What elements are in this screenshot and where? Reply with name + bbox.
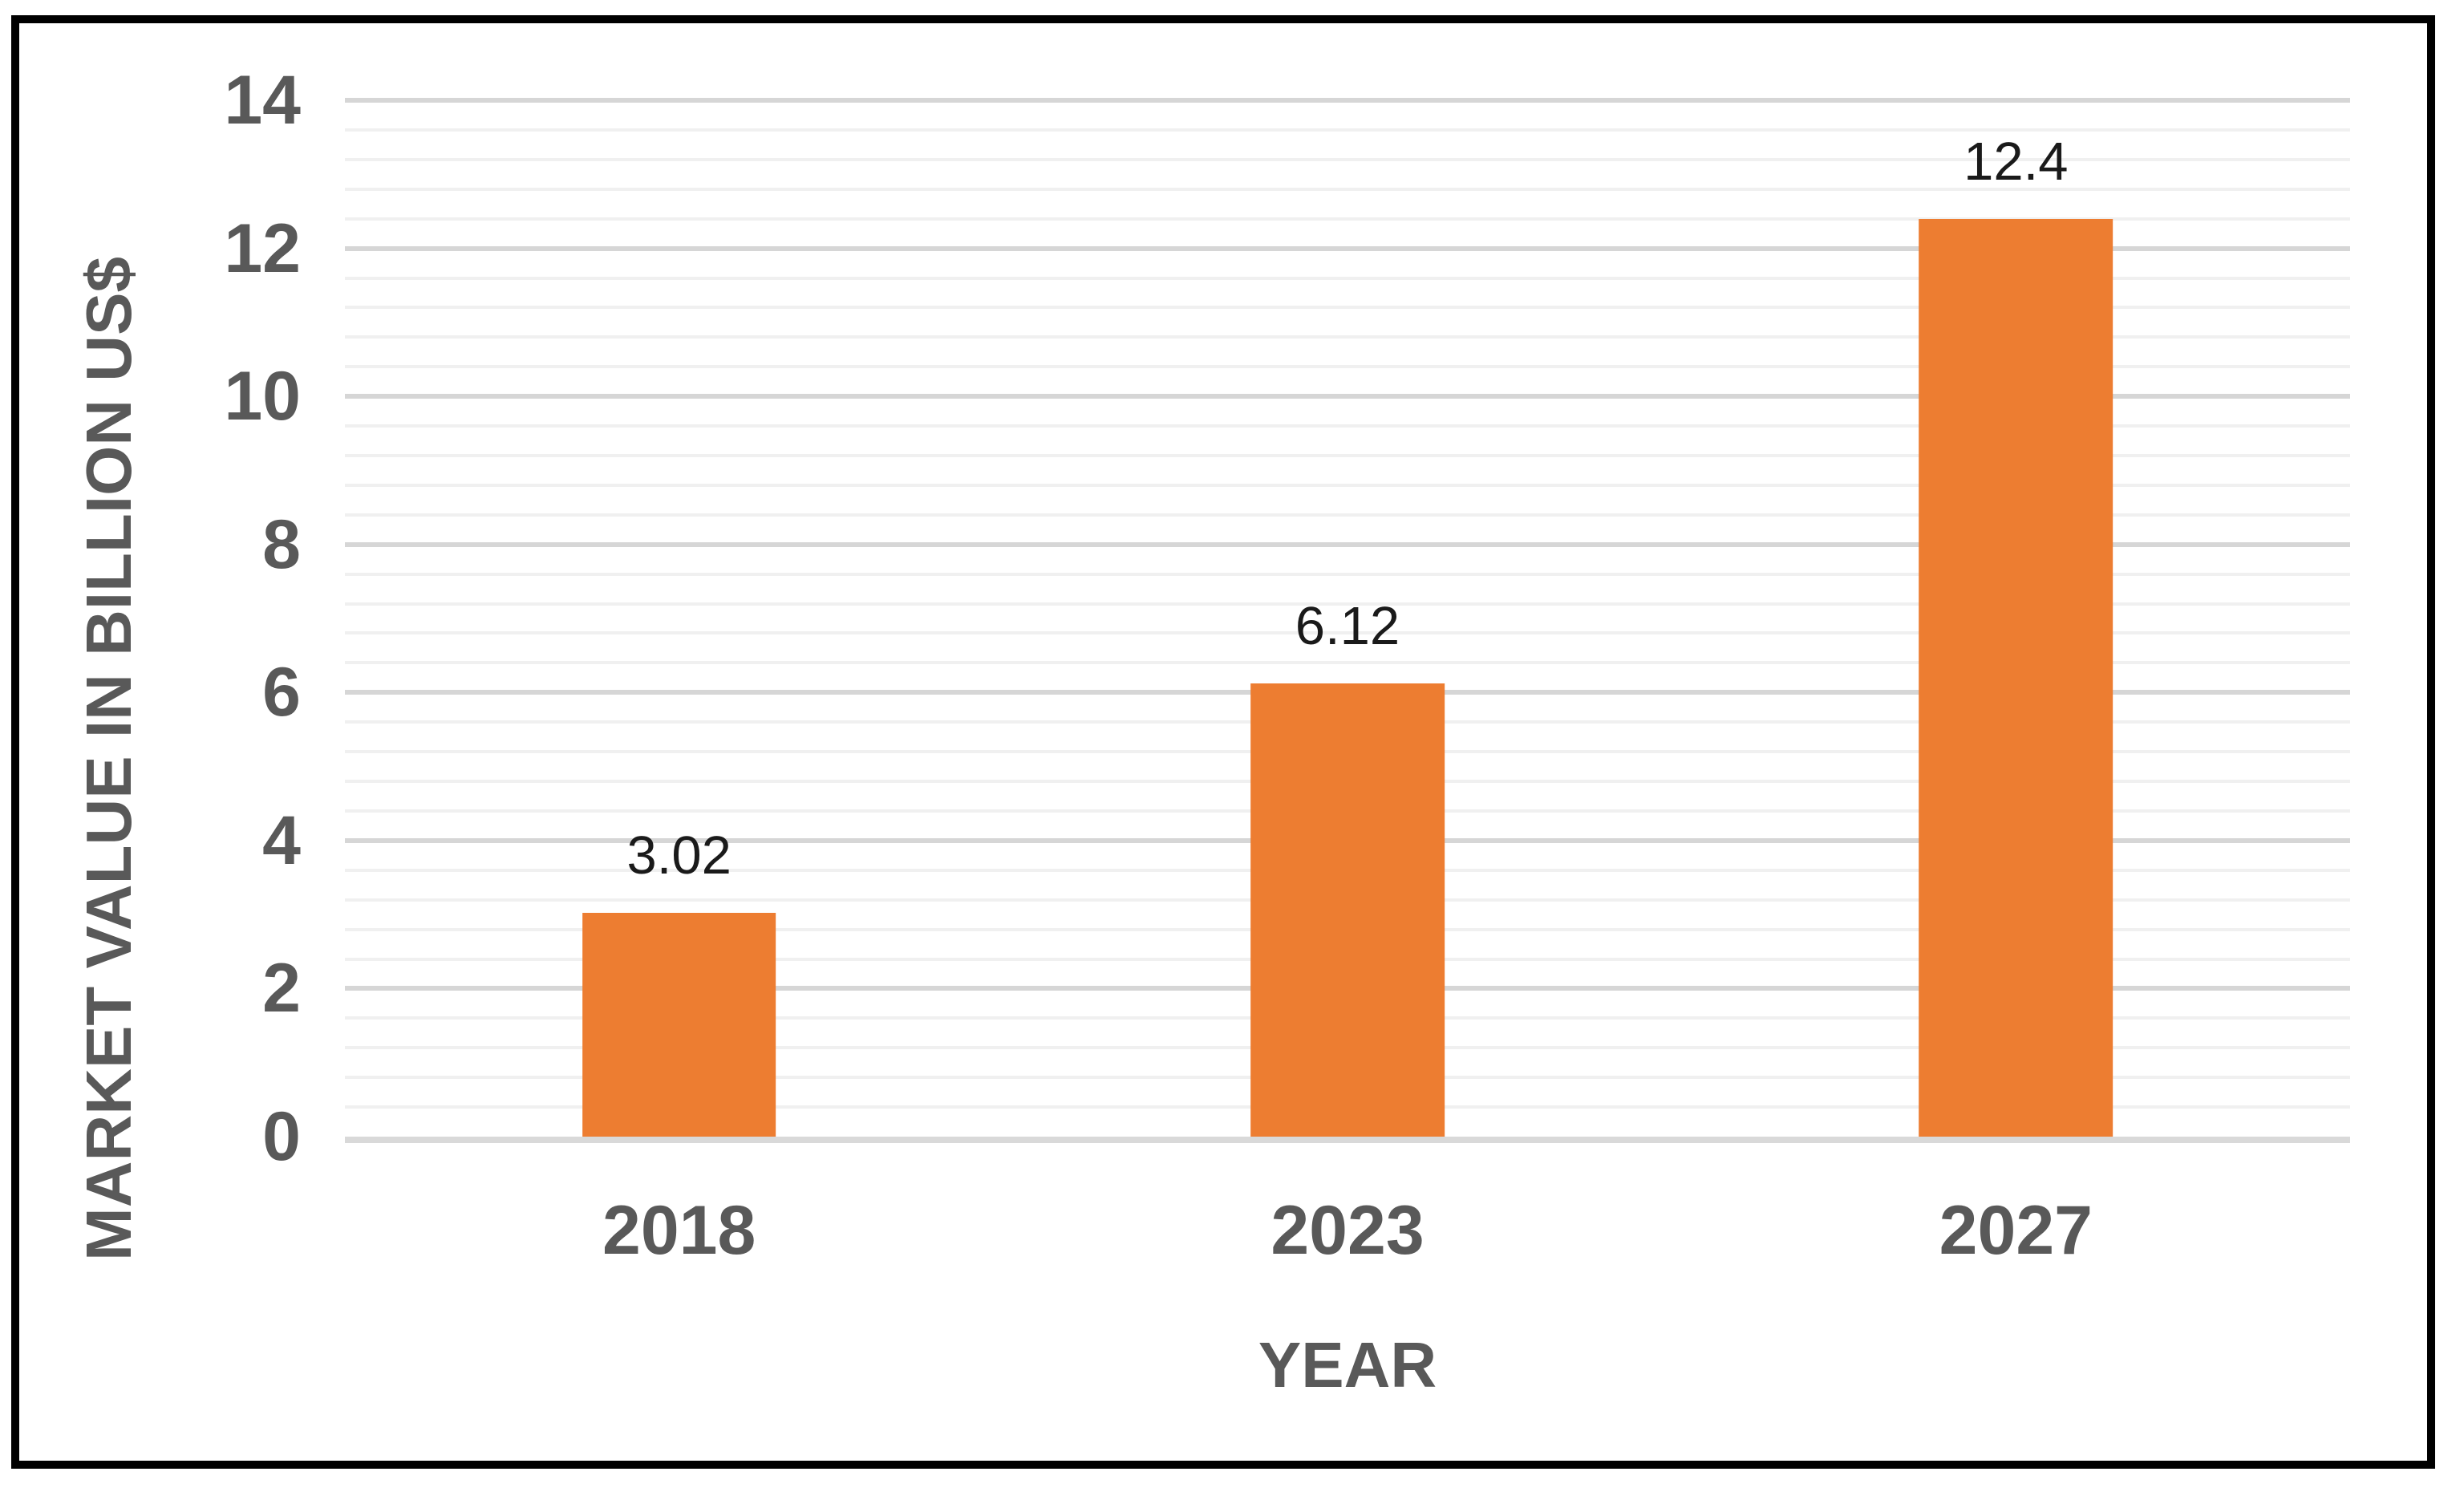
gridline-minor [345,631,2350,635]
gridline-major [345,394,2350,399]
y-tick-label: 4 [262,801,301,879]
gridline-minor [345,424,2350,428]
bar [1919,218,2113,1137]
x-axis-baseline [345,1137,2350,1143]
y-tick-label: 8 [262,505,301,583]
bar [1250,683,1445,1137]
gridline-minor [345,128,2350,132]
gridline-minor [345,276,2350,280]
bar-category-cell: 3.02 [345,100,1013,1137]
x-tick-label: 2018 [602,1192,756,1269]
bar-category-cell: 6.12 [1013,100,1681,1137]
y-tick-label: 10 [224,358,301,436]
gridline-minor [345,365,2350,369]
gridline-minor [345,187,2350,191]
bar [582,913,776,1137]
gridline-minor [345,661,2350,665]
y-tick-label: 0 [262,1098,301,1175]
y-tick-label: 6 [262,654,301,732]
x-tick-label: 2023 [1270,1192,1424,1269]
x-tick-label: 2027 [1939,1192,2093,1269]
gridline-minor [345,513,2350,517]
y-tick-label: 2 [262,950,301,1028]
gridline-major [345,541,2350,547]
gridline-minor [345,483,2350,487]
gridline-minor [345,217,2350,221]
gridline-minor [345,453,2350,457]
plot-area: 3.02 6.12 12.4 [345,98,2350,1143]
y-tick-label: 12 [224,209,301,287]
bar-value-label: 3.02 [626,825,732,886]
bar-value-label: 6.12 [1295,596,1400,657]
gridline-minor [345,157,2350,161]
gridline-minor [345,335,2350,339]
bar-category-cell: 12.4 [1682,100,2350,1137]
gridline-minor [345,572,2350,576]
x-axis-tick-labels: 2018 2023 2027 [345,1196,2350,1265]
gridline-minor [345,306,2350,310]
gridline-major [345,98,2350,103]
chart-border-frame: MARKET VALUE IN BILLION US$ 0 2 4 6 8 10 12 14 … [11,15,2435,1469]
x-axis-title: YEAR [1258,1329,1437,1401]
gridline-major [345,245,2350,251]
bar-value-label: 12.4 [1964,131,2069,192]
y-axis-tick-labels: 0 2 4 6 8 10 12 14 [19,66,301,1171]
bars-container: 3.02 6.12 12.4 [345,100,2350,1137]
gridline-minor [345,602,2350,606]
y-tick-label: 14 [224,62,301,139]
